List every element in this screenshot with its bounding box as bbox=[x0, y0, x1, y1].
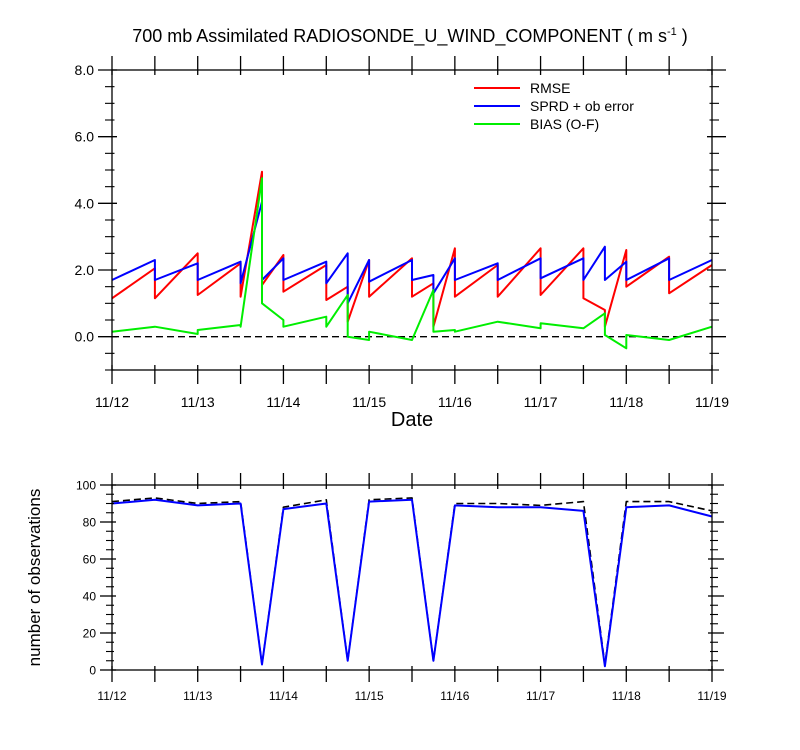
y-tick-label: 40 bbox=[83, 589, 97, 603]
legend-label-0: RMSE bbox=[530, 80, 570, 96]
y-tick-label: 6.0 bbox=[75, 129, 95, 145]
plot-frame bbox=[111, 484, 713, 671]
y-tick-label: 60 bbox=[83, 552, 97, 566]
x-tick-label: 11/15 bbox=[352, 394, 386, 410]
legend-label-1: SPRD + ob error bbox=[530, 98, 634, 114]
series-line-1 bbox=[111, 200, 713, 305]
x-tick-label: 11/17 bbox=[526, 689, 555, 703]
top-chart-title: 700 mb Assimilated RADIOSONDE_U_WIND_COM… bbox=[132, 26, 688, 47]
series-line-1 bbox=[111, 498, 713, 668]
x-tick-label: 11/13 bbox=[181, 394, 215, 410]
series-line-0 bbox=[111, 170, 713, 328]
y-tick-label: 20 bbox=[83, 626, 97, 640]
x-tick-label: 11/19 bbox=[697, 689, 726, 703]
y-tick-label: 0.0 bbox=[75, 329, 95, 345]
x-tick-label: 11/12 bbox=[95, 394, 129, 410]
x-tick-label: 11/12 bbox=[97, 689, 126, 703]
y-tick-label: 2.0 bbox=[75, 262, 95, 278]
x-tick-label: 11/17 bbox=[524, 394, 558, 410]
x-tick-label: 11/15 bbox=[355, 689, 384, 703]
x-axis-label: Date bbox=[391, 409, 433, 431]
legend-label-2: BIAS (O-F) bbox=[530, 116, 599, 132]
y-axis-label: number of observations bbox=[25, 489, 44, 667]
y-tick-label: 80 bbox=[83, 515, 97, 529]
bottom-chart: 11/12 11/13 11/14 11/15 11/16 11/17 11/18 11/19… bbox=[25, 473, 727, 703]
x-tick-label: 11/13 bbox=[183, 689, 212, 703]
series-line-2 bbox=[111, 177, 713, 350]
y-tick-label: 100 bbox=[76, 478, 96, 492]
y-tick-label: 0 bbox=[89, 663, 96, 677]
plot-frame bbox=[111, 69, 713, 371]
x-tick-label: 11/14 bbox=[266, 394, 300, 410]
y-tick-label: 4.0 bbox=[75, 195, 95, 211]
x-tick-label: 11/18 bbox=[609, 394, 643, 410]
y-tick-label: 8.0 bbox=[75, 62, 95, 78]
x-tick-label: 11/19 bbox=[695, 394, 729, 410]
x-tick-label: 11/16 bbox=[440, 689, 469, 703]
x-tick-label: 11/14 bbox=[269, 689, 298, 703]
series-line-0 bbox=[111, 497, 713, 666]
top-chart: 11/12 11/13 11/14 11/15 11/16 11/17 11/18 11/19… bbox=[75, 56, 729, 431]
x-tick-label: 11/16 bbox=[438, 394, 472, 410]
x-tick-label: 11/18 bbox=[612, 689, 641, 703]
